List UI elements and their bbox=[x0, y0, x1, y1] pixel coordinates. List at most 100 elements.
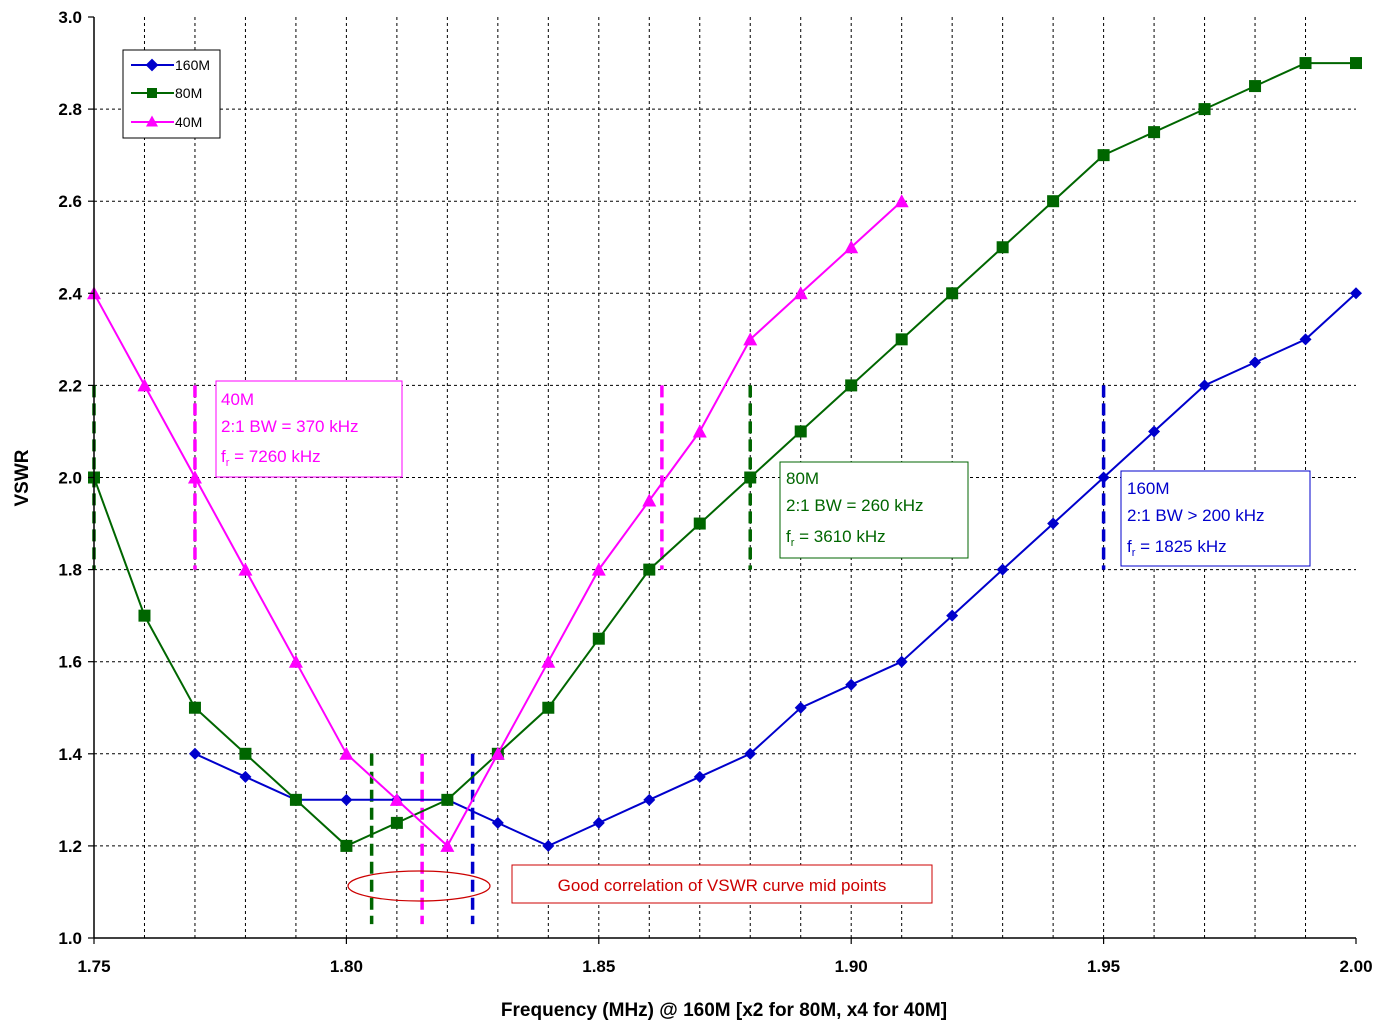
annotation-40m-fr: fr = 7260 kHz bbox=[221, 447, 321, 469]
y-tick-label: 1.8 bbox=[58, 561, 82, 580]
data-point-40m bbox=[541, 654, 556, 668]
x-tick-label: 1.95 bbox=[1087, 957, 1120, 976]
annotation-160m: 160M 2:1 BW > 200 kHz fr = 1825 kHz bbox=[1120, 470, 1311, 567]
data-point-160m bbox=[845, 678, 858, 691]
data-point-80m bbox=[1097, 149, 1110, 162]
x-tick-label: 1.90 bbox=[835, 957, 868, 976]
data-point-160m bbox=[643, 793, 656, 806]
data-point-40m bbox=[490, 746, 505, 760]
y-tick-label: 2.2 bbox=[58, 376, 82, 395]
data-point-40m bbox=[793, 286, 808, 300]
data-point-80m bbox=[1047, 195, 1060, 208]
legend-item-80m: 80M bbox=[131, 85, 202, 101]
data-point-160m bbox=[744, 747, 757, 760]
y-tick-label: 3.0 bbox=[58, 8, 82, 27]
data-point-40m bbox=[591, 562, 606, 576]
data-point-160m bbox=[491, 816, 504, 829]
y-tick-label: 2.4 bbox=[58, 284, 82, 303]
data-point-80m bbox=[1198, 103, 1211, 116]
legend: 160M 80M 40M bbox=[122, 49, 221, 139]
data-point-160m bbox=[1148, 425, 1161, 438]
annotation-40m-bw: 2:1 BW = 370 kHz bbox=[221, 417, 358, 436]
data-point-80m bbox=[289, 793, 302, 806]
data-point-40m bbox=[187, 470, 202, 484]
x-tick-label: 1.85 bbox=[582, 957, 615, 976]
data-point-160m bbox=[1097, 471, 1110, 484]
legend-label-80m: 80M bbox=[175, 85, 202, 101]
data-point-40m bbox=[692, 424, 707, 438]
correlation-callout: Good correlation of VSWR curve mid point… bbox=[347, 864, 933, 904]
series-line-160m bbox=[194, 292, 1357, 847]
y-tick-label: 1.2 bbox=[58, 837, 82, 856]
callout-text: Good correlation of VSWR curve mid point… bbox=[558, 876, 887, 895]
legend-diamond-marker bbox=[145, 58, 159, 72]
data-point-80m bbox=[1299, 57, 1312, 70]
data-point-40m bbox=[137, 378, 152, 392]
data-point-80m bbox=[996, 241, 1009, 254]
data-point-160m bbox=[1299, 333, 1312, 346]
x-tick-label: 1.80 bbox=[330, 957, 363, 976]
data-series bbox=[87, 57, 1362, 852]
data-point-40m bbox=[844, 240, 859, 254]
data-point-160m bbox=[946, 609, 959, 622]
annotation-40m: 40M 2:1 BW = 370 kHz fr = 7260 kHz bbox=[215, 380, 403, 478]
x-tick-label: 1.75 bbox=[77, 957, 110, 976]
data-point-80m bbox=[1249, 80, 1262, 93]
annotation-160m-band: 160M bbox=[1127, 479, 1170, 498]
data-point-40m bbox=[238, 562, 253, 576]
data-point-40m bbox=[440, 838, 455, 852]
annotation-80m: 80M 2:1 BW = 260 kHz fr = 3610 kHz bbox=[779, 461, 969, 559]
data-point-40m bbox=[389, 792, 404, 806]
y-tick-label: 2.8 bbox=[58, 100, 82, 119]
data-point-80m bbox=[1148, 126, 1161, 139]
data-point-160m bbox=[794, 701, 807, 714]
axes: 1.0 1.2 1.4 1.6 1.8 2.0 2.2 2.4 2.6 2.8 3.0 1.75 1.8… bbox=[58, 8, 1372, 976]
data-point-160m bbox=[693, 770, 706, 783]
series-line-80m bbox=[93, 62, 1356, 848]
data-point-160m bbox=[1198, 379, 1211, 392]
data-point-80m bbox=[188, 701, 201, 714]
data-point-160m bbox=[188, 747, 201, 760]
data-point-80m bbox=[1350, 57, 1362, 70]
data-point-80m bbox=[895, 333, 908, 346]
annotation-80m-bw: 2:1 BW = 260 kHz bbox=[786, 496, 923, 515]
x-tick-label: 2.00 bbox=[1339, 957, 1372, 976]
data-point-160m bbox=[340, 793, 353, 806]
data-point-80m bbox=[946, 287, 959, 300]
data-point-40m bbox=[743, 332, 758, 346]
data-point-40m bbox=[288, 654, 303, 668]
y-tick-label: 1.4 bbox=[58, 745, 82, 764]
data-point-80m bbox=[340, 839, 353, 852]
data-point-160m bbox=[1047, 517, 1060, 530]
legend-triangle-marker bbox=[146, 115, 158, 127]
annotation-80m-band: 80M bbox=[786, 469, 819, 488]
data-point-80m bbox=[542, 701, 555, 714]
data-point-80m bbox=[390, 816, 403, 829]
data-point-160m bbox=[239, 770, 252, 783]
legend-label-160m: 160M bbox=[175, 57, 210, 73]
data-point-160m bbox=[996, 563, 1009, 576]
legend-item-40m: 40M bbox=[131, 114, 202, 130]
data-point-80m bbox=[138, 609, 151, 622]
data-point-80m bbox=[441, 793, 454, 806]
y-tick-label: 1.6 bbox=[58, 653, 82, 672]
data-point-80m bbox=[744, 471, 757, 484]
annotation-160m-fr: fr = 1825 kHz bbox=[1127, 537, 1227, 559]
data-point-160m bbox=[1249, 356, 1262, 369]
data-point-40m bbox=[894, 194, 909, 208]
data-point-160m bbox=[592, 816, 605, 829]
data-point-40m bbox=[339, 746, 354, 760]
y-tick-label: 1.0 bbox=[58, 929, 82, 948]
data-point-80m bbox=[592, 632, 605, 645]
annotation-80m-fr: fr = 3610 kHz bbox=[786, 527, 886, 549]
data-point-80m bbox=[794, 425, 807, 438]
data-point-80m bbox=[845, 379, 858, 392]
legend-square-marker bbox=[147, 88, 157, 98]
y-axis-title: VSWR bbox=[12, 449, 33, 506]
annotation-40m-band: 40M bbox=[221, 390, 254, 409]
x-axis-title: Frequency (MHz) @ 160M [x2 for 80M, x4 f… bbox=[501, 1000, 947, 1021]
data-point-80m bbox=[239, 747, 252, 760]
legend-label-40m: 40M bbox=[175, 114, 202, 130]
data-point-80m bbox=[643, 563, 656, 576]
